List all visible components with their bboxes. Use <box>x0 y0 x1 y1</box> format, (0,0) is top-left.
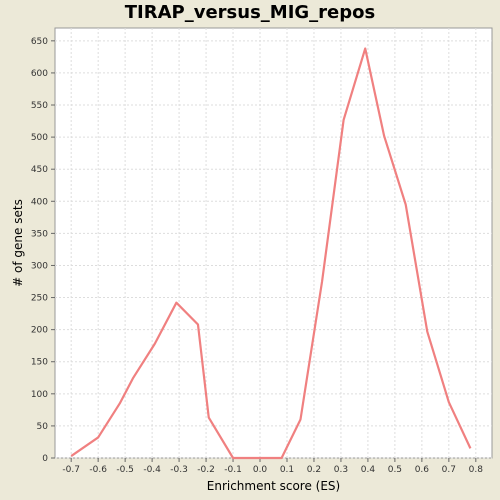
y-tick-label: 350 <box>31 229 48 239</box>
x-tick-label: -0.3 <box>170 465 188 475</box>
x-tick-label: 0.1 <box>280 465 294 475</box>
x-tick-label: 0.6 <box>415 465 430 475</box>
y-tick-label: 400 <box>31 197 48 207</box>
y-tick-label: 600 <box>31 69 48 79</box>
x-tick-label: 0.0 <box>253 465 268 475</box>
x-tick-label: -0.7 <box>62 465 80 475</box>
y-axis-label: # of gene sets <box>11 199 25 287</box>
axes: 0 50 100 150 200 250 300 350 400 450 500 550 600 650 -… <box>31 37 483 475</box>
y-tick-label: 250 <box>31 294 48 304</box>
x-tick-label: 0.4 <box>361 465 376 475</box>
x-tick-label: -0.4 <box>143 465 161 475</box>
series-line <box>70 47 472 460</box>
x-tick-label: 0.8 <box>469 465 484 475</box>
y-tick-label: 200 <box>31 326 48 336</box>
chart-title: TIRAP_versus_MIG_repos <box>124 2 376 23</box>
y-tick-label: 150 <box>31 358 48 368</box>
y-tick-label: 500 <box>31 133 48 143</box>
x-tick-label: -0.6 <box>89 465 107 475</box>
y-tick-label: 0 <box>42 454 48 464</box>
y-tick-label: 100 <box>31 390 48 400</box>
y-tick-label: 50 <box>37 422 49 432</box>
x-axis-label: Enrichment score (ES) <box>207 479 340 493</box>
y-tick-label: 450 <box>31 165 48 175</box>
x-tick-label: 0.5 <box>388 465 402 475</box>
y-tick-label: 650 <box>31 37 48 47</box>
x-tick-label: -0.1 <box>224 465 242 475</box>
y-tick-label: 300 <box>31 261 48 271</box>
grid-lines <box>55 28 492 459</box>
x-tick-label: -0.5 <box>116 465 134 475</box>
y-tick-label: 550 <box>31 101 48 111</box>
series-layer <box>70 47 472 460</box>
x-tick-label: 0.2 <box>307 465 321 475</box>
x-tick-label: 0.3 <box>334 465 348 475</box>
x-tick-label: -0.2 <box>197 465 215 475</box>
x-tick-label: 0.7 <box>442 465 456 475</box>
